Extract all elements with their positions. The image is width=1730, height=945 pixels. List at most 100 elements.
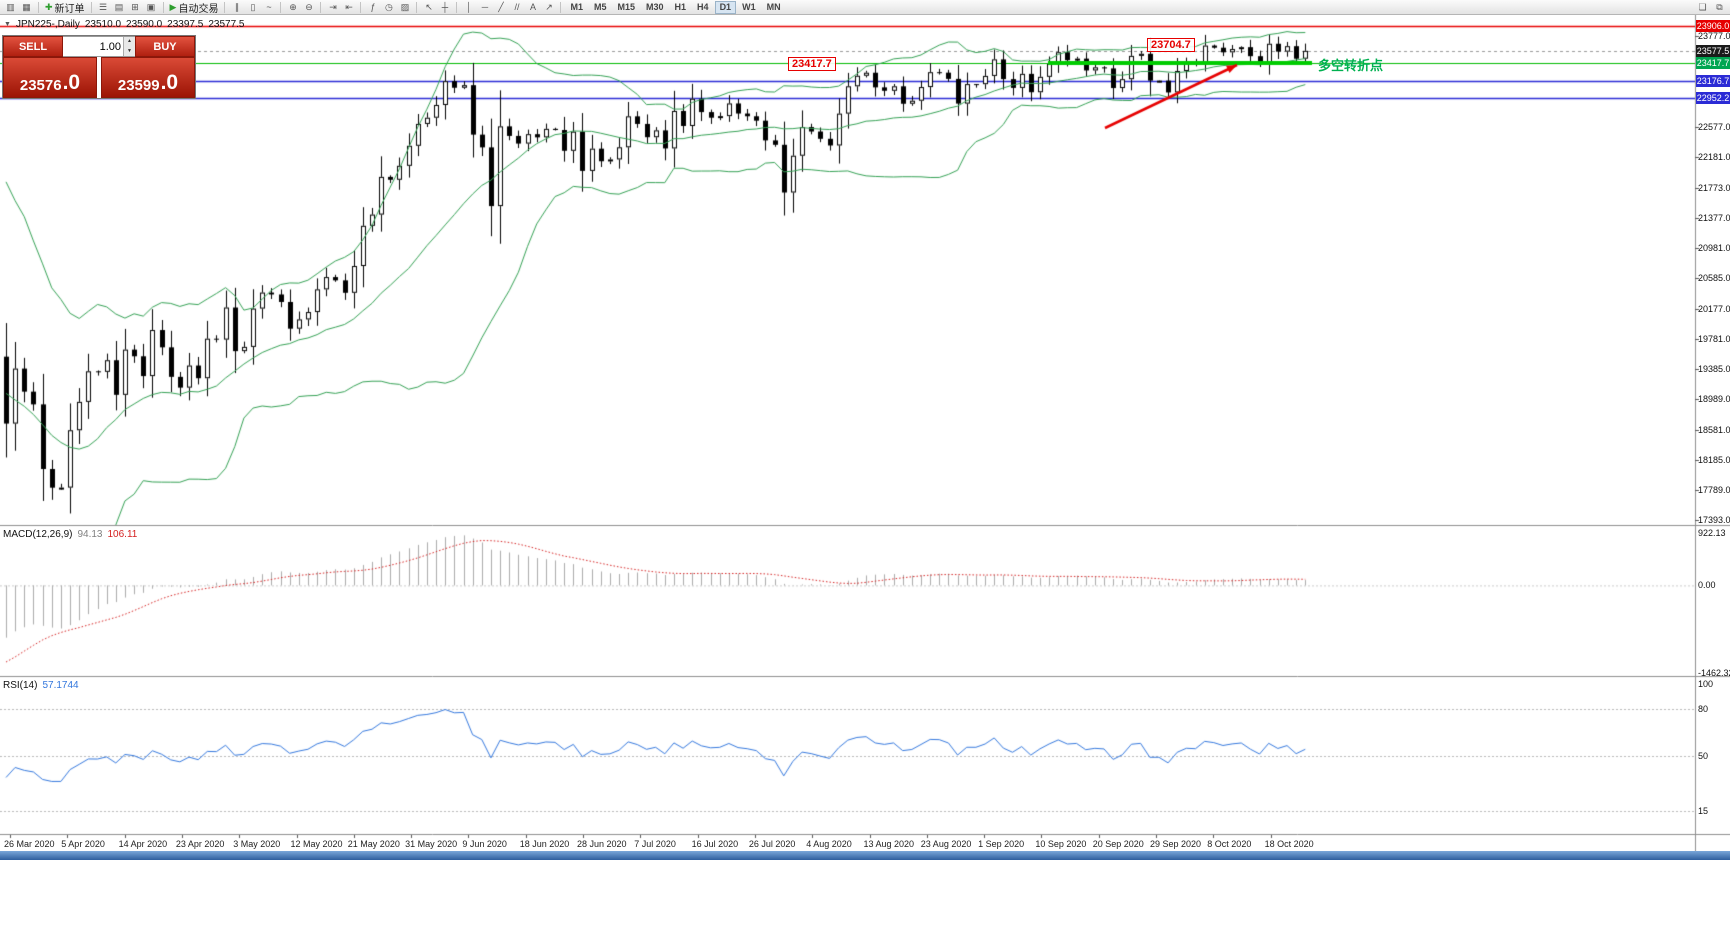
new-chart-icon[interactable]: ▥ xyxy=(6,1,15,12)
price-tag-23577.5: 23577.5 xyxy=(1696,44,1730,57)
timeframe-h1[interactable]: H1 xyxy=(674,2,687,12)
time-axis-label: 7 Jul 2020 xyxy=(634,839,676,849)
price-level-annotation-23417[interactable]: 23417.7 xyxy=(788,57,836,71)
buy-button[interactable]: BUY xyxy=(135,36,195,57)
bar-chart-icon[interactable]: ∥ xyxy=(234,1,240,12)
time-axis-label: 3 May 2020 xyxy=(233,839,281,849)
sell-price-pips: .0 xyxy=(62,71,81,95)
new-order-button[interactable]: ✚ 新订单 xyxy=(45,1,85,15)
time-axis-label: 26 Mar 2020 xyxy=(4,839,55,849)
time-axis-label: 31 May 2020 xyxy=(405,839,458,849)
timeframe-h4[interactable]: H4 xyxy=(697,2,709,12)
text-label-icon[interactable]: A xyxy=(529,2,536,12)
channel-icon[interactable]: // xyxy=(514,2,520,12)
sell-price-button[interactable]: 23576 .0 xyxy=(3,57,97,98)
profiles-icon[interactable]: ▦ xyxy=(22,1,31,12)
time-axis-label: 12 May 2020 xyxy=(290,839,343,849)
volume-down-button[interactable]: ▼ xyxy=(124,46,135,56)
ohlc-open: 23510.0 xyxy=(84,19,122,30)
macd-axis-tick: 0.00 xyxy=(1698,580,1716,591)
toolbar-separator xyxy=(162,1,164,13)
timeframe-w1[interactable]: W1 xyxy=(742,2,756,12)
time-axis-label: 1 Sep 2020 xyxy=(978,839,1025,849)
horizontal-line-icon[interactable]: ─ xyxy=(481,2,489,12)
price-axis-tick: 18989.0 xyxy=(1698,393,1730,404)
crosshair-icon[interactable]: ┼ xyxy=(441,2,449,12)
price-axis-tick: 23777.0 xyxy=(1698,30,1730,41)
time-axis-label: 23 Aug 2020 xyxy=(920,839,972,849)
time-axis-label: 21 May 2020 xyxy=(347,839,400,849)
timeframe-m15[interactable]: M15 xyxy=(617,2,636,12)
timeframe-mn[interactable]: MN xyxy=(766,2,781,12)
line-chart-icon[interactable]: ~ xyxy=(266,2,272,12)
terminal-icon[interactable]: ▣ xyxy=(146,1,156,12)
timeframe-m30[interactable]: M30 xyxy=(646,2,664,12)
timeframe-m1[interactable]: M1 xyxy=(570,2,583,12)
data-window-icon[interactable]: ▤ xyxy=(114,1,124,12)
zoom-in-icon[interactable]: ⊕ xyxy=(289,1,297,12)
toolbar-separator xyxy=(416,1,418,13)
toolbar-separator xyxy=(456,1,458,13)
sell-button[interactable]: SELL xyxy=(3,36,63,57)
time-axis-label: 9 Jun 2020 xyxy=(462,839,507,849)
templates-icon[interactable]: ▨ xyxy=(400,1,410,12)
one-click-toggle-icon[interactable]: ▼ xyxy=(4,21,11,28)
toolbar-separator xyxy=(280,1,282,13)
volume-input[interactable] xyxy=(63,37,123,56)
cursor-icon[interactable]: ↖ xyxy=(425,1,433,12)
candlestick-chart-icon[interactable]: ▯ xyxy=(250,1,256,12)
turning-point-label[interactable]: 多空转折点 xyxy=(1318,58,1384,73)
price-axis-tick: 18581.0 xyxy=(1698,424,1730,435)
zoom-out-icon[interactable]: ⊖ xyxy=(305,1,313,12)
time-axis-label: 16 Jul 2020 xyxy=(691,839,739,849)
macd-axis-tick: 922.13 xyxy=(1698,528,1726,538)
volume-up-button[interactable]: ▲ xyxy=(124,37,135,47)
timeframe-m5[interactable]: M5 xyxy=(593,2,607,12)
time-axis-label: 14 Apr 2020 xyxy=(118,839,168,849)
rsi-indicator-label: RSI(14) 57.1744 xyxy=(3,680,79,691)
indicators-icon[interactable]: ƒ xyxy=(370,2,376,12)
price-level-annotation-23704[interactable]: 23704.7 xyxy=(1147,38,1195,52)
chart-shift-icon[interactable]: ⇤ xyxy=(345,1,353,12)
price-tag-23417.7: 23417.7 xyxy=(1696,56,1730,69)
sell-price-main: 23576 xyxy=(19,77,62,94)
auto-scroll-icon[interactable]: ⇥ xyxy=(329,1,337,12)
market-watch-icon[interactable]: ☰ xyxy=(99,1,108,12)
chart-window: ▼ JPN225-,Daily 23510.0 23590.0 23397.5 … xyxy=(0,15,1730,851)
vertical-line-icon[interactable]: │ xyxy=(466,2,472,12)
macd-axis-tick: -1462.32 xyxy=(1698,667,1730,678)
toolbar-separator xyxy=(560,1,562,13)
timeframe-d1[interactable]: D1 xyxy=(714,0,737,14)
time-axis-label: 13 Aug 2020 xyxy=(863,839,915,849)
time-axis-label: 8 Oct 2020 xyxy=(1207,839,1252,849)
price-axis-tick: 17393.0 xyxy=(1698,514,1730,525)
new-window-icon[interactable]: ❏ xyxy=(1698,1,1707,12)
rsi-axis-tick: 15 xyxy=(1698,805,1709,816)
ohlc-close: 23577.5 xyxy=(208,19,245,30)
rsi-axis-tick: 80 xyxy=(1698,704,1709,715)
price-axis-tick: 21377.0 xyxy=(1698,212,1730,223)
price-axis-tick: 22577.0 xyxy=(1698,121,1730,132)
time-axis-label: 10 Sep 2020 xyxy=(1035,839,1087,849)
toolbar-separator xyxy=(38,1,39,13)
arrows-icon[interactable]: ↗ xyxy=(545,1,553,12)
price-axis-tick: 21773.0 xyxy=(1698,182,1730,193)
toolbar-right-group: ❏ ⧉ xyxy=(1695,1,1727,14)
cascade-windows-icon[interactable]: ⧉ xyxy=(1716,1,1723,12)
periods-icon[interactable]: ◷ xyxy=(385,1,393,12)
time-axis-label: 20 Sep 2020 xyxy=(1092,839,1144,849)
autotrading-button[interactable]: ▶ 自动交易 xyxy=(169,1,219,15)
ohlc-low: 23397.5 xyxy=(167,19,204,30)
time-axis-label: 18 Oct 2020 xyxy=(1264,839,1314,849)
navigator-icon[interactable]: ⊞ xyxy=(131,1,139,12)
toolbar-separator xyxy=(320,1,322,13)
trendline-icon[interactable]: ╱ xyxy=(498,1,504,12)
toolbar-separator xyxy=(224,1,226,13)
ohlc-high: 23590.0 xyxy=(126,19,163,30)
buy-price-pips: .0 xyxy=(160,71,179,95)
chart-title: ▼ JPN225-,Daily 23510.0 23590.0 23397.5 … xyxy=(4,19,244,30)
chart-canvas[interactable] xyxy=(0,15,1730,851)
macd-indicator-label: MACD(12,26,9) 94.13 106.11 xyxy=(3,529,138,540)
time-axis-label: 4 Aug 2020 xyxy=(806,839,852,849)
buy-price-button[interactable]: 23599 .0 xyxy=(101,57,195,98)
